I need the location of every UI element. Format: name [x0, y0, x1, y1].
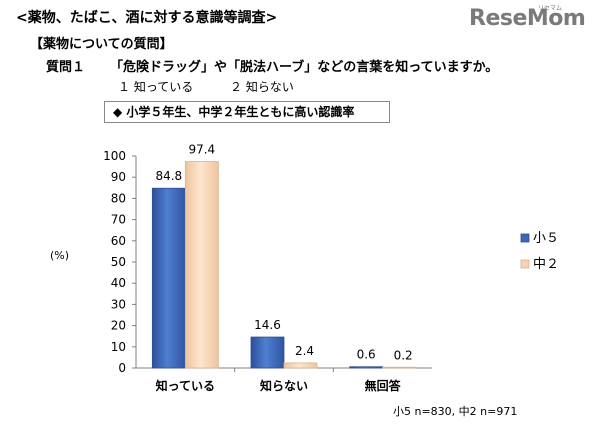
data-label: 14.6: [254, 318, 281, 332]
y-tick-label: 20: [111, 319, 126, 333]
question-number: 質問１: [46, 60, 86, 75]
bar-series-2-cat-0: [184, 161, 219, 369]
y-tick-label: 40: [111, 276, 126, 290]
legend-label-1: 小５: [533, 231, 559, 246]
y-tick-label: 90: [111, 170, 126, 184]
category-label: 無回答: [365, 378, 402, 393]
survey-title: <薬物、たばこ、酒に対する意識等調査>: [16, 10, 278, 26]
data-label: 2.4: [295, 344, 314, 358]
y-tick-label: 100: [103, 149, 126, 163]
resemom-logo: ReseMom: [469, 6, 586, 31]
y-tick-label: 80: [111, 191, 126, 205]
legend-swatch-1: [520, 233, 530, 243]
bar-series-2-cat-2: [382, 366, 417, 369]
legend-swatch-2: [520, 259, 530, 269]
y-axis-unit-label: (%): [50, 249, 70, 262]
callout-box: ◆ 小学５年生、中学２年生ともに高い認識率: [104, 101, 390, 123]
y-tick-label: 10: [111, 340, 126, 354]
y-tick-label: 0: [118, 361, 126, 375]
bar-series-2-cat-1: [283, 362, 318, 369]
bar-series-1-cat-0: [151, 187, 186, 369]
sample-size-footnote: 小5 n=830, 中2 n=971: [393, 405, 518, 418]
y-tick-label: 60: [111, 234, 126, 248]
y-tick-label: 30: [111, 297, 126, 311]
data-label: 84.8: [155, 169, 182, 183]
legend-label-2: 中２: [533, 257, 559, 272]
category-label: 知っている: [155, 378, 215, 393]
category-label: 知らない: [259, 378, 308, 393]
data-label: 0.6: [357, 348, 376, 362]
data-label: 97.4: [188, 143, 215, 157]
logo-subtext: リセマム: [538, 5, 563, 12]
section-title: 【薬物についての質問】: [30, 37, 173, 52]
y-tick-label: 70: [111, 213, 126, 227]
bar-series-1-cat-2: [349, 366, 384, 369]
bar-series-1-cat-1: [250, 336, 285, 369]
y-tick-label: 50: [111, 255, 126, 269]
data-label: 0.2: [394, 349, 413, 363]
question-text: 「危険ドラッグ」や「脱法ハーブ」などの言葉を知っていますか。: [110, 60, 499, 75]
answer-option-1: １ 知っている: [118, 80, 194, 94]
answer-option-2: ２ 知らない: [230, 80, 294, 94]
